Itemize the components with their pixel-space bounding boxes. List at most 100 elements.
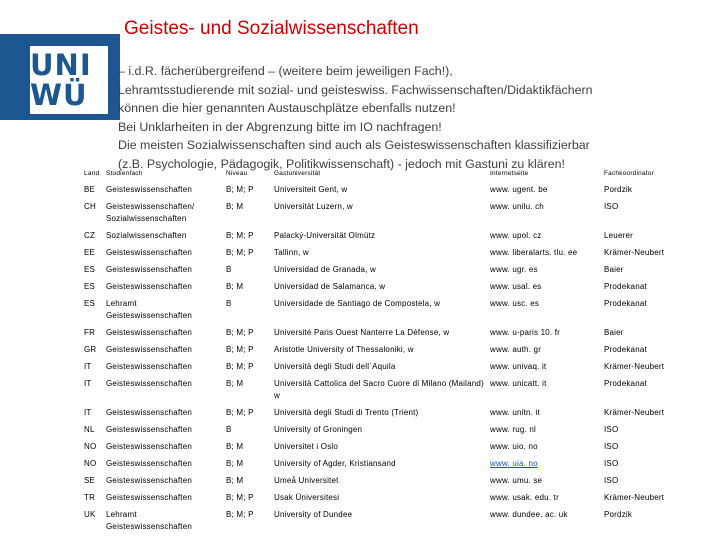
cell-website[interactable]: www. dundee. ac. uk [490, 510, 568, 519]
intro-line: Bei Unklarheiten in der Abgrenzung bitte… [118, 119, 442, 134]
cell-website[interactable]: www. upol. cz [490, 231, 542, 240]
cell-koordinator: Leuerer [604, 231, 633, 240]
intro-line: Lehramtsstudierende mit sozial- und geis… [118, 82, 593, 97]
cell-niveau: B; M; P [226, 510, 254, 519]
cell-gastuni: Universität Luzern, w [274, 202, 353, 211]
cell-gastuni: Universitet i Oslo [274, 442, 339, 451]
table-row: BE Geisteswissenschaften B; M; P Universite… [80, 183, 710, 200]
cell-studienfach: Geisteswissenschaften [106, 425, 193, 434]
header-koordinator: Fachkoordinator [604, 170, 654, 177]
cell-niveau: B; M [226, 442, 244, 451]
cell-koordinator: Prodekanat [604, 379, 647, 388]
cell-niveau: B; M [226, 282, 244, 291]
cell-land: NO [84, 442, 97, 451]
cell-studienfach: Lehramt Geisteswissenschaften [106, 299, 193, 320]
cell-niveau: B; M; P [226, 231, 254, 240]
cell-studienfach: Sozialwissenschaften [106, 231, 187, 240]
cell-studienfach: Geisteswissenschaften [106, 476, 193, 485]
cell-website[interactable]: www. umu. se [490, 476, 543, 485]
cell-website[interactable]: www. usc. es [490, 299, 540, 308]
cell-niveau: B; M; P [226, 493, 254, 502]
cell-land: IT [84, 408, 92, 417]
table-row: SE Geisteswissenschaften B; M Umeå Universi… [80, 474, 710, 491]
cell-land: IT [84, 362, 92, 371]
cell-studienfach: Geisteswissenschaften [106, 459, 193, 468]
table-row: ES Geisteswissenschaften B; M Universidad d… [80, 280, 710, 297]
cell-land: SE [84, 476, 96, 485]
cell-koordinator: Prodekanat [604, 299, 647, 308]
cell-land: ES [84, 265, 96, 274]
table-row: GR Geisteswissenschaften B; M; P Aristotle … [80, 343, 710, 360]
cell-koordinator: Baier [604, 328, 624, 337]
cell-studienfach: Geisteswissenschaften [106, 408, 193, 417]
cell-gastuni: University of Groningen [274, 425, 363, 434]
cell-niveau: B; M [226, 459, 244, 468]
cell-niveau: B; M; P [226, 328, 254, 337]
cell-land: FR [84, 328, 96, 337]
cell-koordinator: ISO [604, 476, 619, 485]
table-row: NO Geisteswissenschaften B; M Universitet i… [80, 440, 710, 457]
cell-website[interactable]: www. auth. gr [490, 345, 542, 354]
cell-koordinator: Prodekanat [604, 282, 647, 291]
cell-niveau: B; M; P [226, 345, 254, 354]
cell-gastuni: University of Dundee [274, 510, 353, 519]
cell-website[interactable]: www. uia. no [490, 459, 538, 468]
cell-land: TR [84, 493, 96, 502]
cell-land: UK [84, 510, 96, 519]
table-row: NL Geisteswissenschaften B University of Gr… [80, 423, 710, 440]
cell-land: CH [84, 202, 96, 211]
intro-line: (z.B. Psychologie, Pädagogik, Politikwis… [118, 156, 565, 171]
cell-koordinator: ISO [604, 202, 619, 211]
cell-studienfach: Geisteswissenschaften [106, 442, 193, 451]
cell-gastuni: Università Cattolica del Sacro Cuore di … [274, 379, 484, 400]
table-row: IT Geisteswissenschaften B; M; P Università… [80, 360, 710, 377]
table-row: IT Geisteswissenschaften B; M; P Università… [80, 406, 710, 423]
cell-website[interactable]: www. u-paris 10. fr [490, 328, 561, 337]
cell-website[interactable]: www. rug. nl [490, 425, 536, 434]
cell-studienfach: Geisteswissenschaften [106, 265, 193, 274]
cell-website[interactable]: www. usak. edu. tr [490, 493, 559, 502]
cell-website[interactable]: www. liberalarts. tlu. ee [490, 248, 578, 257]
cell-niveau: B; M [226, 476, 244, 485]
cell-studienfach: Geisteswissenschaften/ Sozialwissenschaf… [106, 202, 195, 223]
table-row: CZ Sozialwissenschaften B; M; P Palacký-Uni… [80, 229, 710, 246]
table-body: BE Geisteswissenschaften B; M; P Universite… [80, 183, 710, 537]
header-niveau: Niveau [226, 170, 248, 177]
cell-gastuni: University of Agder, Kristiansand [274, 459, 396, 468]
cell-koordinator: ISO [604, 459, 619, 468]
cell-land: GR [84, 345, 97, 354]
cell-niveau: B; M [226, 202, 244, 211]
intro-line: können die hier genannten Austauschplätz… [118, 101, 456, 116]
cell-website[interactable]: www. usal. es [490, 282, 542, 291]
cell-land: NO [84, 459, 97, 468]
cell-studienfach: Geisteswissenschaften [106, 328, 193, 337]
cell-website[interactable]: www. uio. no [490, 442, 538, 451]
logo-line-2: WÜ [30, 78, 88, 112]
cell-website[interactable]: www. unilu. ch [490, 202, 544, 211]
cell-website[interactable]: www. ugent. be [490, 185, 548, 194]
table-row: NO Geisteswissenschaften B; M University of… [80, 457, 710, 474]
cell-website[interactable]: www. ugr. es [490, 265, 538, 274]
table-row: EE Geisteswissenschaften B; M; P Tallinn, w… [80, 246, 710, 263]
cell-gastuni: Aristotle University of Thessaloniki, w [274, 345, 414, 354]
cell-niveau: B [226, 425, 232, 434]
cell-koordinator: Krämer-Neubert [604, 408, 665, 417]
cell-niveau: B; M [226, 379, 244, 388]
cell-gastuni: Usak Üniversitesi [274, 493, 340, 502]
exchange-table: Land Studienfach Niveau Gastuniversität … [80, 168, 710, 537]
cell-studienfach: Geisteswissenschaften [106, 362, 193, 371]
header-fach: Studienfach [106, 170, 143, 177]
table-row: UK Lehramt Geisteswissenschaften B; M; P Un… [80, 508, 710, 537]
table-row: IT Geisteswissenschaften B; M Università Ca… [80, 377, 710, 406]
cell-website[interactable]: www. unicatt. it [490, 379, 547, 388]
cell-gastuni: Université Paris Ouest Nanterre La Défen… [274, 328, 450, 337]
cell-gastuni: Universidad de Granada, w [274, 265, 376, 274]
cell-studienfach: Geisteswissenschaften [106, 379, 193, 388]
header-gastuni: Gastuniversität [274, 170, 321, 177]
cell-koordinator: Prodekanat [604, 345, 647, 354]
intro-text: – i.d.R. fächerübergreifend – (weitere b… [118, 62, 718, 174]
cell-koordinator: ISO [604, 425, 619, 434]
cell-website[interactable]: www. unitn. it [490, 408, 540, 417]
cell-website[interactable]: www. univaq. it [490, 362, 547, 371]
cell-gastuni: Universidade de Santiago de Compostela, … [274, 299, 441, 308]
